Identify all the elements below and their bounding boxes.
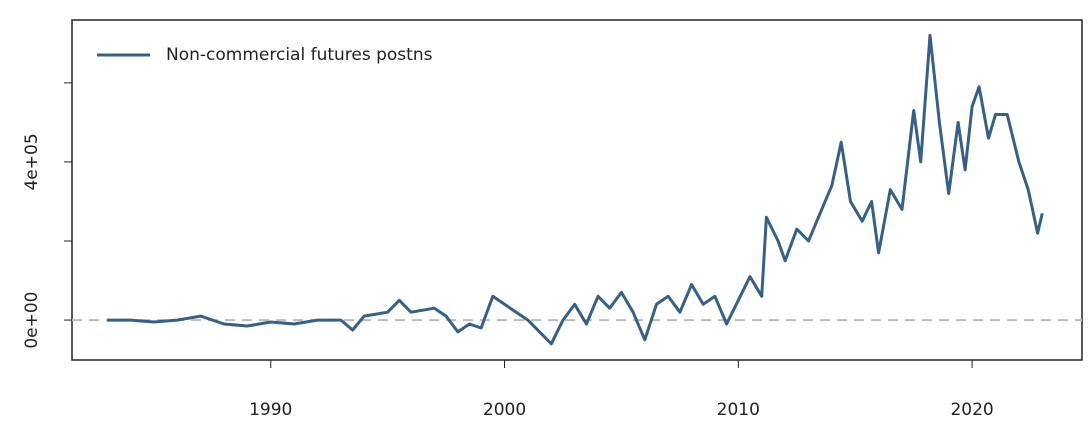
- plot-frame: [71, 19, 1083, 361]
- x-tick-label: 2020: [950, 400, 993, 420]
- y-tick-label: 4e+05: [22, 133, 42, 190]
- legend-label: Non-commercial futures postns: [166, 45, 433, 65]
- x-tick-label: 1990: [249, 400, 292, 420]
- data-line: [107, 33, 1044, 346]
- x-tick-label: 2000: [483, 400, 526, 420]
- y-tick-label: 0e+00: [22, 291, 42, 348]
- x-tick-label: 2010: [717, 400, 760, 420]
